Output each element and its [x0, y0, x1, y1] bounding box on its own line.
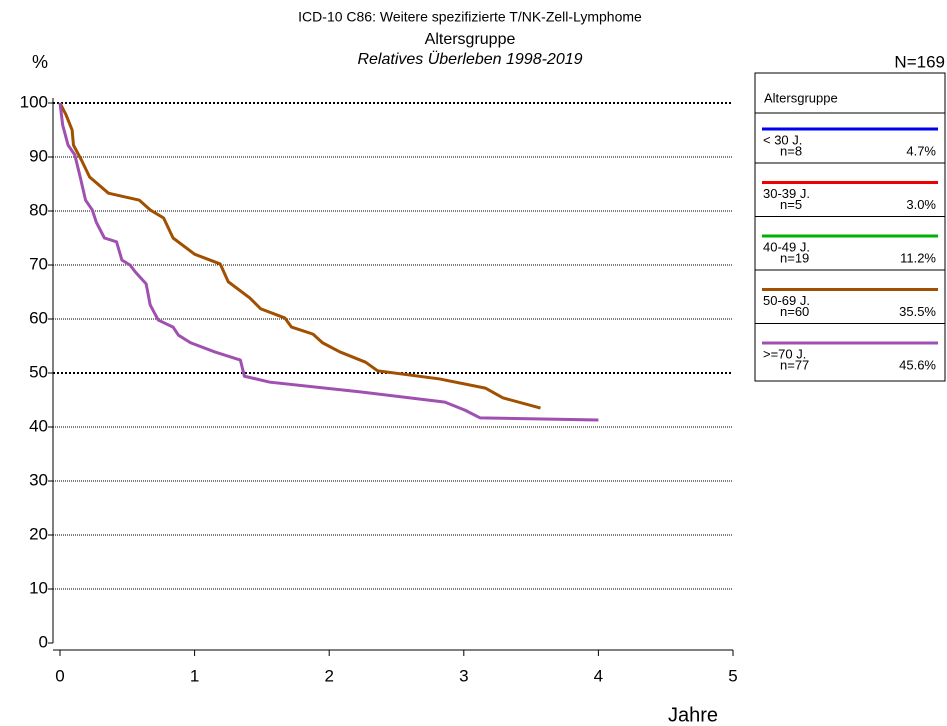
legend-share: 11.2% [900, 250, 936, 265]
chart-subtitle: Relatives Überleben 1998-2019 [357, 50, 582, 68]
y-tick-label: 90 [29, 146, 48, 165]
legend-label: 50-69 J. [763, 293, 810, 308]
y-axis-label: % [32, 52, 48, 72]
legend-title: Altersgruppe [764, 90, 838, 105]
chart-subtitle: Altersgruppe [425, 31, 516, 48]
y-tick-label: 100 [20, 92, 48, 111]
legend-label: 30-39 J. [763, 186, 810, 201]
legend-share: 45.6% [899, 357, 936, 372]
legend-box [754, 72, 946, 382]
legend-label: 40-49 J. [763, 239, 810, 254]
legend-share: 35.5% [899, 304, 936, 319]
x-tick-label: 0 [55, 666, 64, 685]
y-tick-label: 30 [29, 470, 48, 489]
legend-share: 3.0% [906, 197, 936, 212]
x-tick-label: 5 [728, 666, 737, 685]
y-tick-label: 70 [29, 254, 48, 273]
annotation: N=169 [894, 52, 945, 71]
legend-count: n=5 [780, 197, 802, 212]
legend-count: n=19 [780, 250, 809, 265]
x-tick-label: 3 [459, 666, 468, 685]
y-tick-label: 60 [29, 308, 48, 327]
x-tick-label: 1 [190, 666, 199, 685]
legend-share: 4.7% [906, 143, 936, 158]
x-axis-label: Jahre [668, 704, 718, 726]
legend-label: >=70 J. [763, 346, 806, 361]
y-tick-label: 80 [29, 200, 48, 219]
x-tick-label: 4 [594, 666, 603, 685]
y-tick-label: 40 [29, 416, 48, 435]
legend-count: n=77 [780, 357, 809, 372]
chart-title: ICD-10 C86: Weitere spezifizierte T/NK-Z… [298, 9, 642, 25]
survival-line [58, 102, 599, 422]
y-tick-label: 20 [29, 524, 48, 543]
legend-label: < 30 J. [763, 132, 802, 147]
survival-line [58, 102, 541, 410]
x-tick-label: 2 [324, 666, 333, 685]
y-tick-label: 0 [39, 632, 48, 651]
legend-count: n=60 [780, 304, 809, 319]
legend-count: n=8 [780, 143, 802, 158]
y-tick-label: 10 [29, 578, 48, 597]
y-tick-label: 50 [29, 362, 48, 381]
